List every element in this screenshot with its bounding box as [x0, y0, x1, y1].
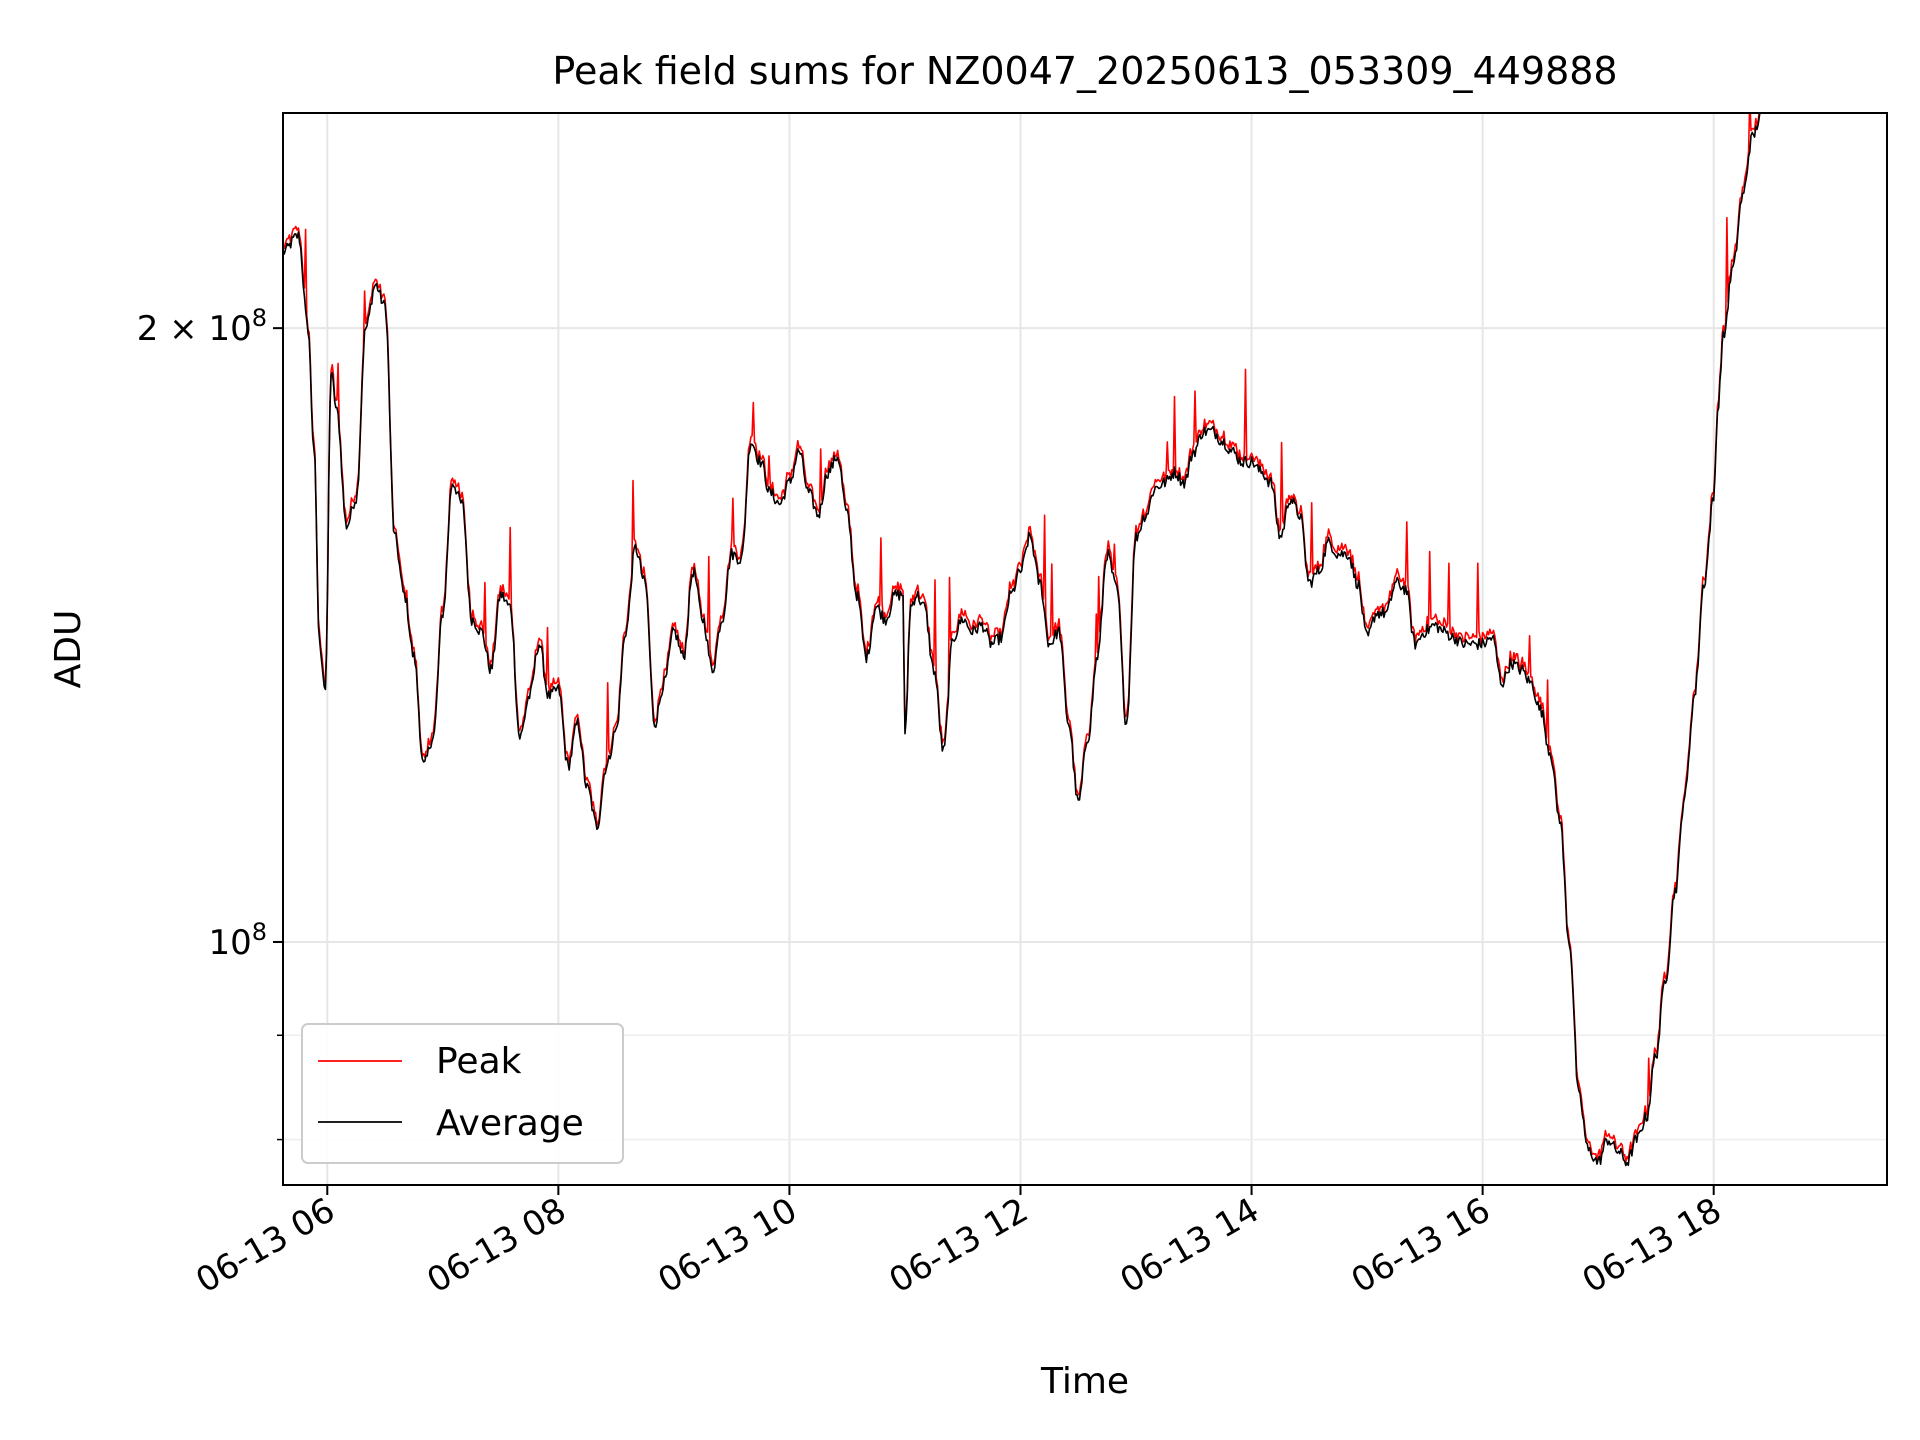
x-tick-label: 06-13 18 — [1576, 1190, 1728, 1301]
y-axis-label: ADU — [48, 610, 89, 689]
legend-frame — [301, 1023, 624, 1164]
legend-label-average: Average — [436, 1103, 584, 1144]
chart-title: Peak field sums for NZ0047_20250613_0533… — [552, 49, 1617, 93]
y-axis-ticks: 108 2 × 108 — [137, 304, 283, 1141]
x-axis-ticks: 06-13 06 06-13 08 06-13 10 06-13 12 06-13 14… — [189, 1185, 1728, 1301]
x-tick-label: 06-13 08 — [420, 1190, 572, 1301]
x-tick-label: 06-13 16 — [1345, 1190, 1497, 1301]
legend-label-peak: Peak — [436, 1041, 522, 1082]
x-tick-label: 06-13 12 — [883, 1190, 1035, 1301]
y-tick-label: 108 — [208, 918, 267, 963]
axes-frame — [282, 112, 1888, 1186]
y-tick-label: 2 × 108 — [137, 304, 267, 349]
x-tick-label: 06-13 14 — [1114, 1190, 1266, 1301]
x-axis-label: Time — [1040, 1361, 1129, 1402]
x-tick-label: 06-13 06 — [189, 1190, 341, 1301]
series-line-peak — [283, 113, 1760, 1163]
legend: Peak Average — [301, 1023, 624, 1164]
series-line-average — [283, 113, 1761, 1167]
x-tick-label: 06-13 10 — [652, 1190, 804, 1301]
